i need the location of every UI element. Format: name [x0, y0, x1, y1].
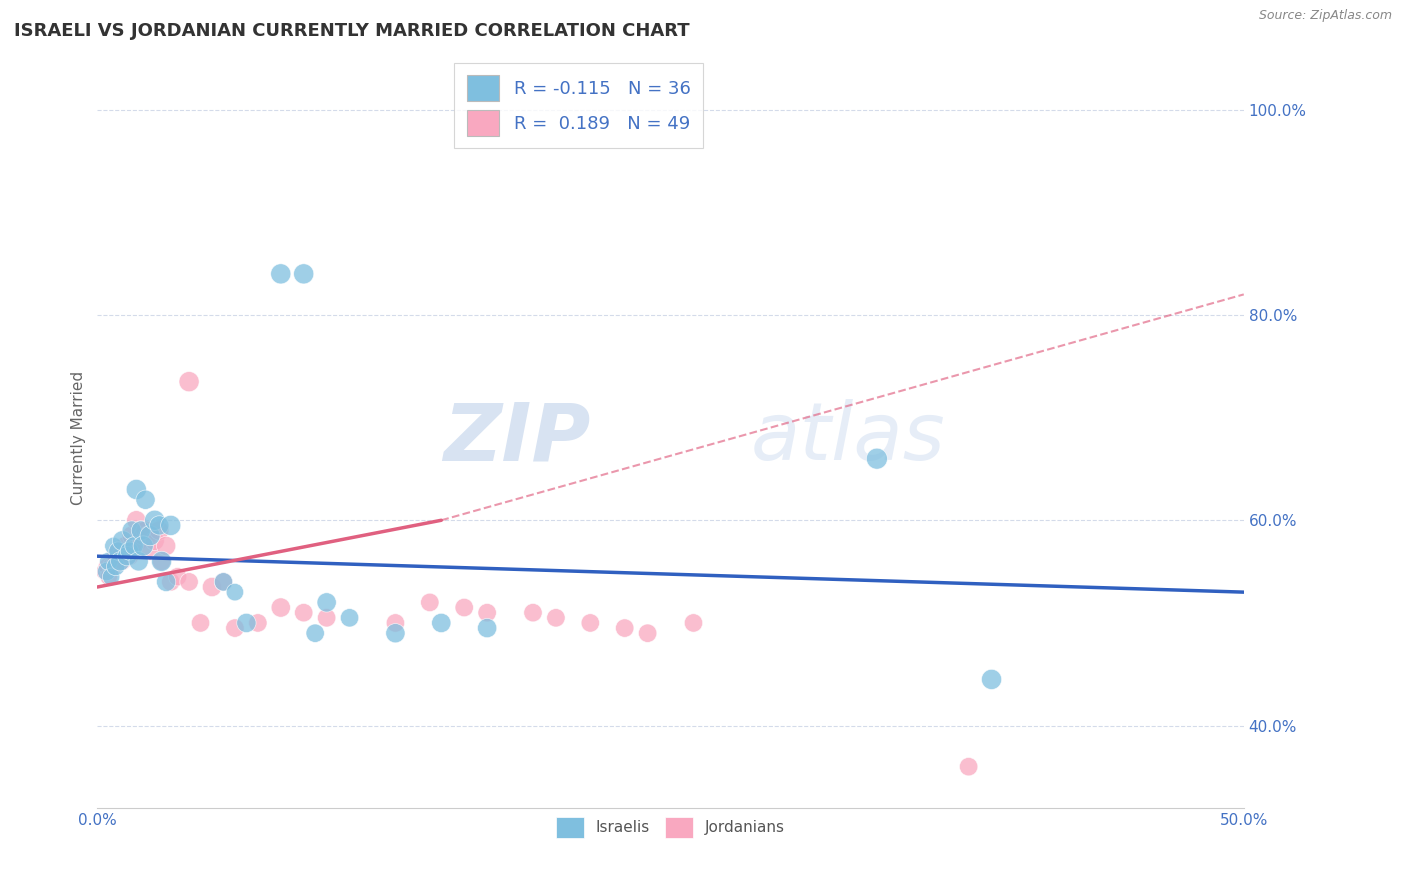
Point: [166, 570, 188, 584]
Point: [957, 760, 980, 774]
Point: [134, 524, 156, 538]
Point: [430, 615, 453, 630]
Point: [143, 533, 166, 548]
Point: [122, 539, 145, 553]
Point: [292, 606, 315, 620]
Point: [100, 570, 122, 584]
Point: [177, 574, 200, 589]
Point: [190, 615, 212, 630]
Point: [132, 539, 155, 553]
Point: [111, 533, 134, 548]
Point: [212, 574, 235, 589]
Point: [129, 524, 152, 538]
Point: [159, 574, 181, 589]
Point: [177, 375, 200, 389]
Point: [150, 554, 173, 568]
Text: ISRAELI VS JORDANIAN CURRENTLY MARRIED CORRELATION CHART: ISRAELI VS JORDANIAN CURRENTLY MARRIED C…: [14, 22, 690, 40]
Point: [475, 621, 498, 635]
Point: [155, 574, 177, 589]
Point: [96, 559, 118, 574]
Point: [129, 524, 152, 538]
Point: [224, 585, 246, 599]
Point: [155, 539, 177, 553]
Point: [143, 513, 166, 527]
Point: [115, 549, 138, 564]
Point: [292, 267, 315, 281]
Point: [159, 518, 181, 533]
Point: [110, 554, 132, 568]
Point: [118, 544, 141, 558]
Point: [148, 524, 170, 538]
Point: [103, 539, 125, 553]
Legend: Israelis, Jordanians: Israelis, Jordanians: [550, 811, 792, 845]
Point: [544, 611, 567, 625]
Point: [111, 554, 134, 568]
Point: [100, 559, 122, 574]
Point: [384, 626, 406, 640]
Point: [384, 615, 406, 630]
Point: [682, 615, 704, 630]
Point: [315, 611, 337, 625]
Point: [104, 559, 127, 574]
Point: [235, 615, 257, 630]
Point: [114, 539, 136, 553]
Point: [201, 580, 224, 594]
Point: [134, 492, 156, 507]
Point: [128, 533, 150, 548]
Point: [419, 595, 441, 609]
Point: [579, 615, 602, 630]
Text: atlas: atlas: [751, 399, 946, 477]
Point: [139, 544, 162, 558]
Point: [980, 673, 1002, 687]
Point: [246, 615, 269, 630]
Point: [522, 606, 544, 620]
Point: [136, 529, 159, 543]
Point: [139, 529, 162, 543]
Point: [104, 549, 127, 564]
Point: [104, 554, 127, 568]
Point: [453, 600, 475, 615]
Point: [107, 544, 129, 558]
Point: [115, 544, 138, 558]
Point: [103, 559, 125, 574]
Point: [125, 513, 148, 527]
Point: [122, 539, 145, 553]
Point: [128, 554, 150, 568]
Point: [315, 595, 337, 609]
Point: [125, 483, 148, 497]
Text: Source: ZipAtlas.com: Source: ZipAtlas.com: [1258, 9, 1392, 22]
Point: [121, 524, 143, 538]
Point: [613, 621, 636, 635]
Point: [110, 549, 132, 564]
Point: [339, 611, 361, 625]
Point: [212, 574, 235, 589]
Point: [866, 451, 889, 466]
Point: [270, 267, 292, 281]
Point: [475, 606, 498, 620]
Point: [93, 565, 115, 579]
Point: [132, 529, 155, 543]
Point: [270, 600, 292, 615]
Point: [121, 529, 143, 543]
Point: [107, 544, 129, 558]
Point: [118, 549, 141, 564]
Point: [96, 565, 118, 579]
Point: [150, 554, 173, 568]
Y-axis label: Currently Married: Currently Married: [72, 371, 86, 505]
Point: [97, 570, 120, 584]
Point: [304, 626, 326, 640]
Point: [224, 621, 246, 635]
Point: [148, 518, 170, 533]
Text: ZIP: ZIP: [443, 399, 591, 477]
Point: [637, 626, 659, 640]
Point: [97, 554, 120, 568]
